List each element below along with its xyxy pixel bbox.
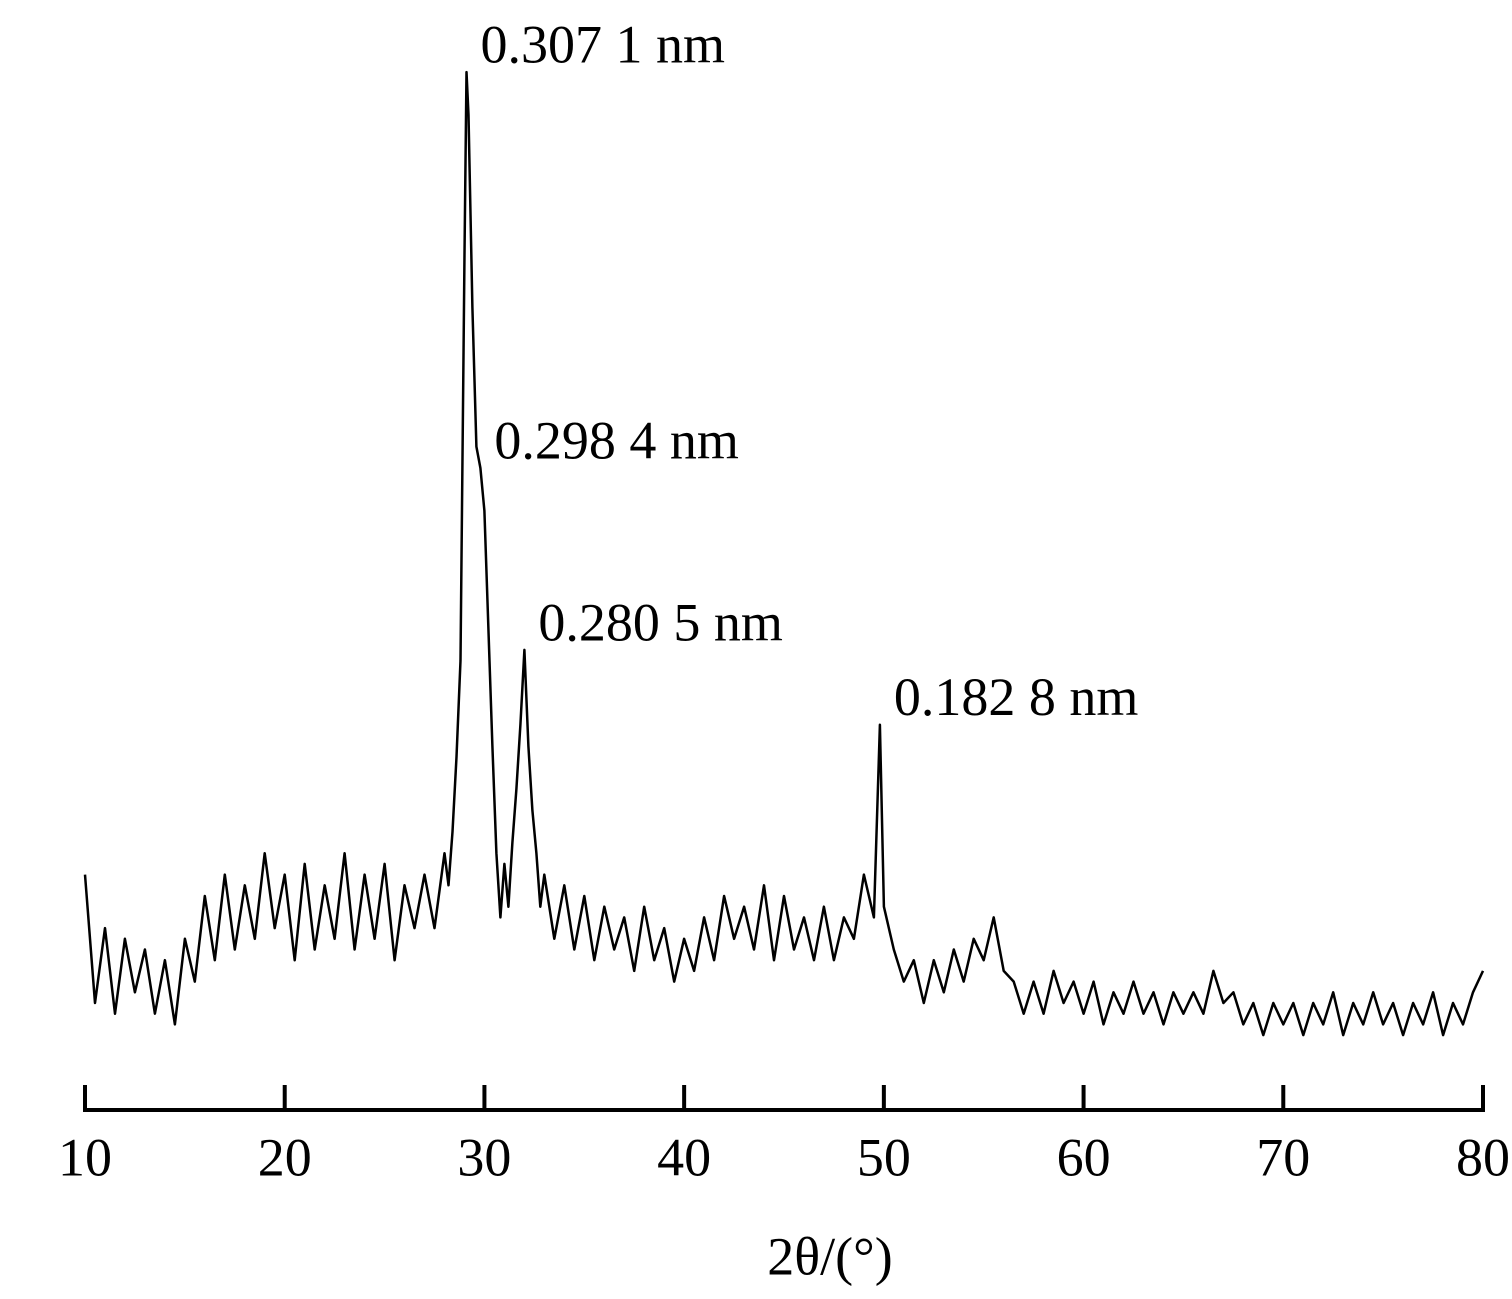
peak-annotation: 0.182 8 nm (894, 667, 1139, 727)
x-tick-label: 80 (1456, 1127, 1510, 1187)
x-tick-label: 30 (457, 1127, 511, 1187)
x-axis-label: 2θ/(°) (767, 1226, 892, 1286)
peak-annotation: 0.298 4 nm (494, 410, 739, 470)
x-tick-label: 50 (857, 1127, 911, 1187)
peak-annotation: 0.307 1 nm (480, 14, 725, 74)
x-tick-label: 10 (58, 1127, 112, 1187)
data-line (83, 70, 1485, 1037)
x-tick-label: 40 (657, 1127, 711, 1187)
x-tick-label: 70 (1256, 1127, 1310, 1187)
x-tick-label: 20 (258, 1127, 312, 1187)
peak-annotation: 0.280 5 nm (538, 592, 783, 652)
x-tick-label: 60 (1057, 1127, 1111, 1187)
